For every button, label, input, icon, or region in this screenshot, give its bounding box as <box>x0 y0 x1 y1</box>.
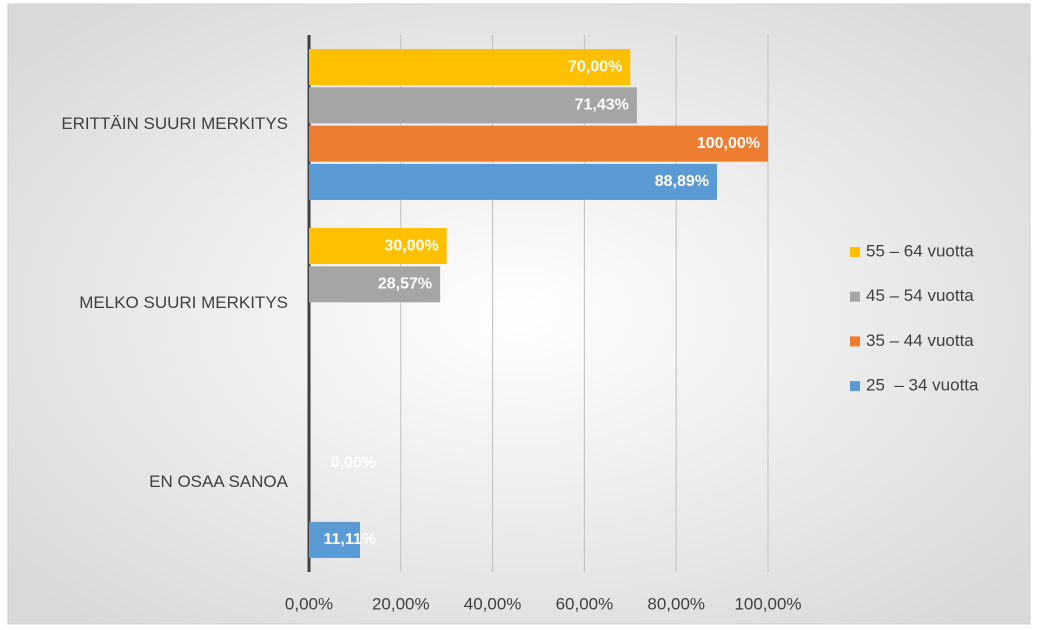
value-label: 100,00% <box>697 135 760 152</box>
value-label: 28,57% <box>378 276 432 293</box>
x-tick-label: 20,00% <box>372 594 430 613</box>
y-tick-label: MELKO SUURI MERKITYS <box>79 293 288 312</box>
x-tick-label: 60,00% <box>556 594 614 613</box>
bar <box>309 163 718 200</box>
x-tick-label: 80,00% <box>647 594 705 613</box>
x-tick-label: 0,00% <box>285 594 333 613</box>
bar <box>309 125 768 162</box>
bar <box>309 49 631 86</box>
value-label: 70,00% <box>568 58 622 75</box>
bar <box>309 87 637 124</box>
value-label: 88,89% <box>655 173 709 190</box>
legend-label: 55 – 64 vuotta <box>866 241 974 260</box>
bar <box>309 266 441 303</box>
legend-swatch <box>850 291 860 302</box>
y-tick-label: ERITTÄIN SUURI MERKITYS <box>61 114 288 133</box>
value-label: 30,00% <box>384 237 438 254</box>
legend-label: 35 – 44 vuotta <box>866 331 974 350</box>
value-label: 11,11% <box>324 531 377 548</box>
legend-swatch <box>850 336 860 347</box>
bar <box>309 521 360 558</box>
x-tick-label: 100,00% <box>734 594 801 613</box>
x-tick-label: 40,00% <box>464 594 522 613</box>
legend-label: 25 – 34 vuotta <box>866 376 979 395</box>
value-label: 71,43% <box>575 97 629 114</box>
legend-swatch <box>850 247 860 257</box>
legend-swatch <box>850 381 860 392</box>
legend-label: 45 – 54 vuotta <box>866 286 974 305</box>
bar <box>309 228 447 265</box>
value-label: 0,00% <box>331 455 376 472</box>
y-tick-label: EN OSAA SANOA <box>149 472 289 491</box>
